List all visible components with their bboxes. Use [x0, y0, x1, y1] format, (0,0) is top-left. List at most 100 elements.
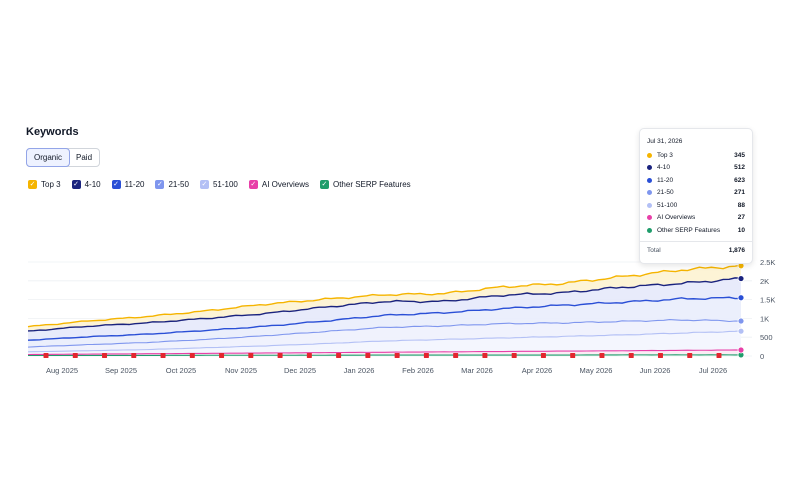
tooltip-row-value: 623 [734, 176, 745, 184]
series-end-point [737, 346, 745, 354]
tooltip-total: Total 1,876 [647, 247, 745, 254]
x-tick-label: May 2026 [580, 366, 613, 375]
chart-tooltip: Jul 31, 2026 Top 3 345 4-10 512 11-20 623 2… [639, 128, 753, 264]
annotation-marker [131, 353, 137, 358]
annotation-marker [716, 353, 722, 358]
y-tick-label: 2K [760, 277, 769, 286]
tooltip-row-value: 345 [734, 151, 745, 159]
y-tick-label: 500 [760, 333, 773, 342]
area-band-11-20 [28, 297, 741, 348]
tooltip-row: 11-20 623 [647, 175, 745, 185]
x-tick-label: Jun 2026 [640, 366, 671, 375]
y-tick-label: 1.5K [760, 296, 775, 305]
annotation-marker [599, 353, 605, 358]
series-dot-icon [647, 227, 652, 233]
legend-item-other-serp[interactable]: ✓ Other SERP Features [319, 180, 411, 189]
annotation-marker [306, 353, 312, 358]
annotation-marker [687, 353, 693, 358]
legend-item-21-50[interactable]: ✓ 21-50 [155, 180, 189, 189]
annotation-marker [219, 353, 225, 358]
annotation-marker [160, 353, 166, 358]
checkbox-icon[interactable]: ✓ [71, 180, 81, 189]
checkbox-icon[interactable]: ✓ [319, 180, 329, 189]
annotation-marker [511, 353, 517, 358]
tooltip-row-value: 512 [734, 163, 745, 171]
x-tick-label: Jan 2026 [344, 366, 375, 375]
tooltip-row: AI Overviews 27 [647, 212, 745, 222]
tooltip-row-label: 21-50 [657, 188, 674, 196]
series-dot-icon [647, 202, 652, 208]
legend-label: 4-10 [84, 180, 101, 189]
tooltip-row-label: Other SERP Features [657, 226, 721, 234]
series-line-4-10 [27, 277, 742, 332]
legend-label: Other SERP Features [332, 180, 411, 189]
series-line-51-100 [27, 330, 742, 353]
tooltip-row-label: 4-10 [657, 163, 671, 171]
annotation-marker [657, 353, 663, 358]
tab-paid[interactable]: Paid [76, 153, 93, 162]
chart-title: Keywords [26, 126, 79, 138]
annotation-marker [102, 353, 108, 358]
series-line-other-serp-features [27, 354, 742, 356]
legend-item-51-100[interactable]: ✓ 51-100 [199, 180, 238, 189]
tooltip-row-value: 27 [737, 213, 745, 221]
series-dot-icon [647, 164, 652, 170]
x-tick-label: Apr 2026 [522, 366, 552, 375]
series-line-11-20 [27, 296, 742, 341]
annotation-marker [394, 353, 400, 358]
annotation-marker [72, 353, 78, 358]
tab-organic[interactable]: Organic [26, 148, 71, 167]
x-tick-label: Oct 2025 [166, 366, 196, 375]
tooltip-row-label: 51-100 [657, 201, 678, 209]
annotation-marker [365, 353, 371, 358]
series-dot-icon [647, 177, 652, 183]
annotation-marker [482, 353, 488, 358]
annotation-marker [277, 353, 283, 358]
tooltip-row: 51-100 88 [647, 200, 745, 210]
checkbox-icon[interactable]: ✓ [111, 180, 121, 189]
tooltip-row: Top 3 345 [647, 150, 745, 160]
checkbox-icon[interactable]: ✓ [155, 180, 165, 189]
x-tick-label: Mar 2026 [461, 366, 493, 375]
legend-item-top3[interactable]: ✓ Top 3 [28, 180, 61, 189]
tooltip-row-value: 10 [737, 226, 745, 234]
annotation-marker [570, 353, 576, 358]
tooltip-row-label: Top 3 [657, 151, 673, 159]
series-end-point [737, 317, 745, 325]
annotation-marker [453, 353, 459, 358]
x-tick-label: Feb 2026 [402, 366, 434, 375]
series-line-21-50 [27, 319, 742, 348]
series-dot-icon [647, 214, 652, 220]
y-tick-label: 0 [760, 352, 764, 361]
tooltip-row: 21-50 271 [647, 187, 745, 197]
legend-item-11-20[interactable]: ✓ 11-20 [111, 180, 145, 189]
checkbox-icon[interactable]: ✓ [28, 180, 37, 189]
tooltip-total-label: Total [647, 247, 661, 254]
annotation-marker [248, 353, 254, 358]
chart-legend: ✓ Top 3 ✓ 4-10 ✓ 11-20 ✓ 21-50 ✓ 51-100 ✓ AI O… [28, 180, 422, 189]
x-tick-label: Sep 2025 [105, 366, 137, 375]
tooltip-row-label: AI Overviews [657, 213, 696, 221]
annotation-marker [189, 353, 195, 358]
checkbox-icon[interactable]: ✓ [199, 180, 209, 189]
series-end-point [737, 327, 745, 335]
tooltip-date: Jul 31, 2026 [647, 138, 683, 145]
legend-label: AI Overviews [261, 180, 309, 189]
y-tick-label: 2.5K [760, 258, 775, 267]
area-band-21-50 [28, 319, 741, 352]
x-tick-label: Aug 2025 [46, 366, 78, 375]
checkbox-icon[interactable]: ✓ [248, 180, 258, 189]
legend-label: Top 3 [41, 180, 61, 189]
series-dot-icon [647, 189, 652, 195]
x-tick-label: Nov 2025 [225, 366, 257, 375]
series-line-top-3 [27, 264, 742, 328]
tooltip-divider [640, 241, 752, 242]
legend-label: 11-20 [124, 180, 145, 189]
series-end-point [737, 275, 745, 282]
legend-item-4-10[interactable]: ✓ 4-10 [71, 180, 101, 189]
legend-label: 21-50 [168, 180, 189, 189]
tooltip-row-value: 88 [737, 201, 745, 209]
annotation-marker [336, 353, 342, 358]
legend-item-ai-overviews[interactable]: ✓ AI Overviews [248, 180, 309, 189]
